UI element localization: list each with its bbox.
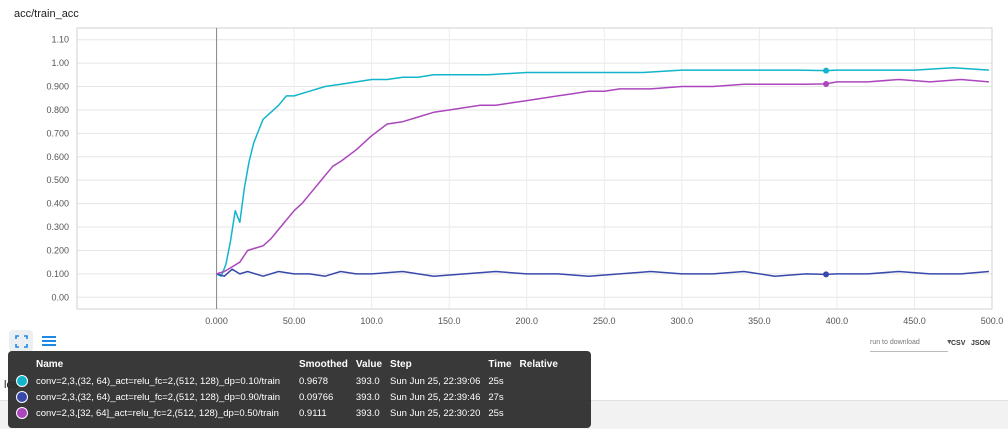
data-tooltip: Name Smoothed Value Step Time Relative c…	[8, 351, 591, 428]
header-relative: Relative	[519, 359, 558, 370]
expand-icon	[14, 334, 28, 348]
x-tick-label: 250.0	[593, 316, 616, 326]
y-tick-label: 1.10	[51, 35, 69, 45]
run-dot-icon	[16, 375, 28, 387]
header-time: Time	[488, 359, 512, 370]
x-tick-label: 300.0	[671, 316, 694, 326]
axes	[76, 27, 993, 310]
tooltip-value-cell: 393.0	[355, 407, 380, 419]
series-line	[216, 268, 989, 277]
tooltip-name-cell: conv=2,3,(32, 64)_act=relu_fc=2,(512, 12…	[36, 391, 281, 403]
y-tick-label: 0.300	[46, 222, 69, 232]
series-line	[216, 67, 989, 277]
tooltip-value-cell: 393.0	[355, 375, 380, 387]
tooltip-time-cell: 25s	[488, 375, 504, 387]
header-value: Value	[355, 359, 383, 370]
download-run-select[interactable]: run to download ▼	[870, 339, 953, 352]
tooltip-row: conv=2,3,[32, 64]_act=relu_fc=2,(512, 12…	[12, 405, 562, 421]
y-tick-label: 0.700	[46, 128, 69, 138]
tooltip-smoothed-cell: 0.09766	[299, 391, 334, 403]
tooltip-row: conv=2,3,(32, 64)_act=relu_fc=2,(512, 12…	[12, 373, 562, 389]
y-tick-label: 0.200	[46, 245, 69, 255]
tooltip-name-cell: conv=2,3,[32, 64]_act=relu_fc=2,(512, 12…	[36, 407, 279, 419]
y-tick-label: 0.100	[46, 269, 69, 279]
run-dot-icon	[16, 407, 28, 419]
x-tick-label: 350.0	[748, 316, 771, 326]
series-lines	[216, 67, 989, 277]
x-tick-label: 450.0	[903, 316, 926, 326]
tooltip-time-cell: 25s	[488, 407, 504, 419]
fit-domain-button[interactable]	[9, 330, 33, 352]
x-tick-label: 150.0	[438, 316, 461, 326]
tick-labels: 0.00 0.100 0.200 0.300 0.400 0.500 0.600 0.700 0…	[46, 35, 1003, 326]
chevron-down-icon: ▼	[945, 339, 953, 346]
y-tick-label: 0.00	[51, 292, 69, 302]
plot-border	[76, 27, 993, 310]
run-dot-icon	[16, 391, 28, 403]
highlight-point	[823, 80, 830, 87]
tooltip-step-cell: Sun Jun 25, 22:30:20	[390, 407, 481, 419]
tooltip-relative-cell	[516, 389, 562, 405]
tooltip-relative-cell	[516, 373, 562, 389]
run-color-swatch	[12, 405, 32, 421]
y-tick-label: 0.900	[46, 82, 69, 92]
tooltip-name-cell: conv=2,3,(32, 64)_act=relu_fc=2,(512, 12…	[36, 375, 281, 387]
header-name: Name	[36, 359, 64, 370]
chart-title: acc/train_acc	[14, 8, 79, 20]
x-tick-label: 0.000	[205, 316, 228, 326]
json-link[interactable]: JSON	[971, 340, 991, 347]
x-tick-label: 100.0	[360, 316, 383, 326]
header-smoothed: Smoothed	[299, 359, 348, 370]
x-tick-label: 400.0	[826, 316, 849, 326]
list-icon	[42, 335, 56, 346]
y-tick-label: 0.400	[46, 199, 69, 209]
tooltip-value-cell: 393.0	[355, 391, 380, 403]
series-line	[216, 78, 989, 275]
tooltip-step-cell: Sun Jun 25, 22:39:46	[390, 391, 481, 403]
tooltip-smoothed-cell: 0.9678	[299, 375, 329, 387]
x-tick-label: 200.0	[515, 316, 538, 326]
run-color-swatch	[12, 373, 32, 389]
toggle-data-table-button[interactable]	[37, 330, 61, 352]
tooltip-step-cell: Sun Jun 25, 22:39:06	[390, 375, 481, 387]
tooltip-relative-cell	[516, 405, 562, 421]
y-tick-label: 1.00	[51, 58, 69, 68]
run-color-swatch	[12, 389, 32, 405]
tooltip-time-cell: 27s	[488, 391, 504, 403]
x-tick-label: 500.0	[981, 316, 1004, 326]
highlight-point	[823, 271, 830, 278]
y-tick-label: 0.600	[46, 152, 69, 162]
highlight-markers	[823, 67, 830, 278]
header-step: Step	[390, 359, 412, 370]
tooltip-row: conv=2,3,(32, 64)_act=relu_fc=2,(512, 12…	[12, 389, 562, 405]
csv-link[interactable]: CSV	[951, 340, 966, 347]
line-chart[interactable]: 0.00 0.100 0.200 0.300 0.400 0.500 0.600 0.700 0…	[0, 0, 1008, 340]
highlight-point	[823, 67, 830, 74]
tooltip-table: Name Smoothed Value Step Time Relative c…	[12, 356, 562, 421]
download-select-label: run to download	[870, 339, 920, 346]
tooltip-header-row: Name Smoothed Value Step Time Relative	[12, 356, 562, 373]
x-tick-label: 50.00	[283, 316, 306, 326]
y-tick-label: 0.800	[46, 105, 69, 115]
y-tick-label: 0.500	[46, 175, 69, 185]
tooltip-smoothed-cell: 0.9111	[299, 407, 327, 419]
